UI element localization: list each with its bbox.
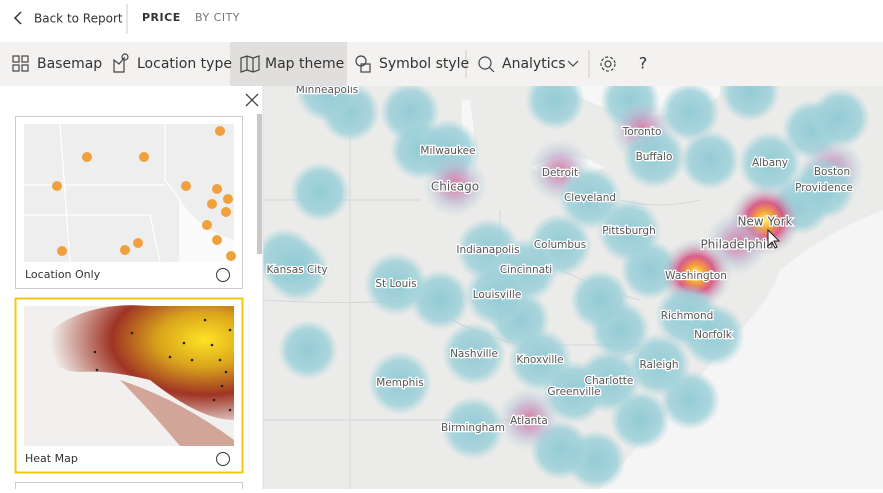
heat-blob	[525, 86, 585, 130]
close-button[interactable]	[245, 93, 259, 107]
city-label: Birmingham	[441, 422, 505, 434]
tab[interactable]: BY CITY	[195, 11, 240, 24]
city-label: Richmond	[661, 310, 714, 322]
heat-blob	[810, 88, 870, 148]
heat-blob	[465, 263, 529, 327]
back-link[interactable]: Back to Report	[34, 12, 123, 26]
heat-blob	[720, 86, 780, 122]
scrollbar[interactable]	[257, 114, 262, 254]
city-label: Chicago	[431, 180, 479, 194]
city-label: Cleveland	[564, 192, 616, 204]
tab[interactable]: PRICE	[142, 11, 181, 24]
heat-blob	[295, 86, 359, 122]
heat-blob	[570, 270, 630, 330]
thumbnail-lake	[180, 200, 234, 262]
city-label: St Louis	[375, 278, 416, 290]
city-label: Washington	[665, 270, 727, 282]
city-label: Albany	[752, 157, 788, 169]
heat-blob	[442, 322, 506, 386]
city-label: Philadelphia	[700, 238, 773, 252]
toolbar-button[interactable]: Location type	[137, 56, 232, 72]
info-icon[interactable]	[216, 452, 230, 466]
heat-blob	[423, 153, 487, 217]
city-label: Pittsburgh	[602, 225, 656, 237]
thumbnail-heat	[120, 380, 234, 446]
heat-blob	[290, 162, 350, 222]
city-label: Louisville	[473, 289, 522, 301]
toolbar-selected	[230, 42, 347, 86]
toolbar-icons	[12, 53, 616, 73]
city-label: Indianapolis	[456, 244, 519, 256]
city-label: Raleigh	[639, 359, 678, 371]
heat-blob	[622, 125, 686, 189]
toolbar-button[interactable]: Map theme	[265, 56, 344, 72]
city-label: Nashville	[450, 348, 498, 360]
thumbnail-heat	[40, 305, 234, 420]
heat-blob	[680, 130, 740, 190]
toolbar-button[interactable]: Symbol style	[379, 56, 469, 72]
heat-blob	[660, 86, 720, 142]
city-label: Minneapolis	[296, 84, 359, 96]
toolbar-button[interactable]: Basemap	[37, 56, 102, 72]
option-label: Heat Map	[25, 452, 78, 465]
help-button[interactable]: ?	[639, 54, 648, 73]
heat-blob	[792, 156, 856, 220]
city-label: Detroit	[542, 167, 578, 179]
heat-blob	[265, 238, 329, 302]
city-label: Charlotte	[585, 375, 634, 387]
option-label: Location Only	[25, 268, 101, 281]
heat-blob	[681, 303, 745, 367]
city-label: Norfolk	[694, 329, 733, 341]
thumbnail-lines	[24, 123, 181, 263]
heat-blob	[597, 199, 661, 263]
city-label: Providence	[795, 182, 853, 194]
heat-blob	[627, 333, 691, 397]
heat-blob	[278, 320, 338, 380]
cursor	[767, 228, 781, 249]
heat-blob	[738, 131, 802, 195]
heat-blob	[497, 387, 561, 451]
city-label: Milwaukee	[420, 145, 475, 157]
city-label: Buffalo	[636, 151, 673, 163]
toolbar-button[interactable]: Analytics	[502, 56, 566, 72]
city-label: Boston	[814, 166, 850, 178]
back-icon[interactable]	[13, 11, 22, 25]
city-label: Toronto	[622, 126, 662, 138]
heat-blob	[368, 351, 432, 415]
map: Minneapolis Milwaukee Chicago Detroit Toront…	[263, 84, 883, 489]
city-label: Knoxville	[516, 354, 563, 366]
city-label: Greenville	[547, 386, 600, 398]
city-label: New York	[738, 215, 793, 229]
option-card[interactable]	[15, 482, 243, 493]
heat-blob	[364, 252, 428, 316]
city-label: Atlanta	[510, 415, 548, 427]
header	[0, 0, 883, 42]
city-label: Cincinnati	[500, 264, 552, 276]
heat-blob	[441, 396, 505, 460]
city-label: Kansas City	[266, 264, 327, 276]
thumbnail-points	[52, 126, 236, 261]
city-label: Memphis	[376, 377, 423, 389]
info-icon[interactable]	[216, 268, 230, 282]
toolbar	[0, 42, 883, 86]
thumbnail-points	[93, 318, 232, 412]
city-label: Columbus	[534, 239, 586, 251]
